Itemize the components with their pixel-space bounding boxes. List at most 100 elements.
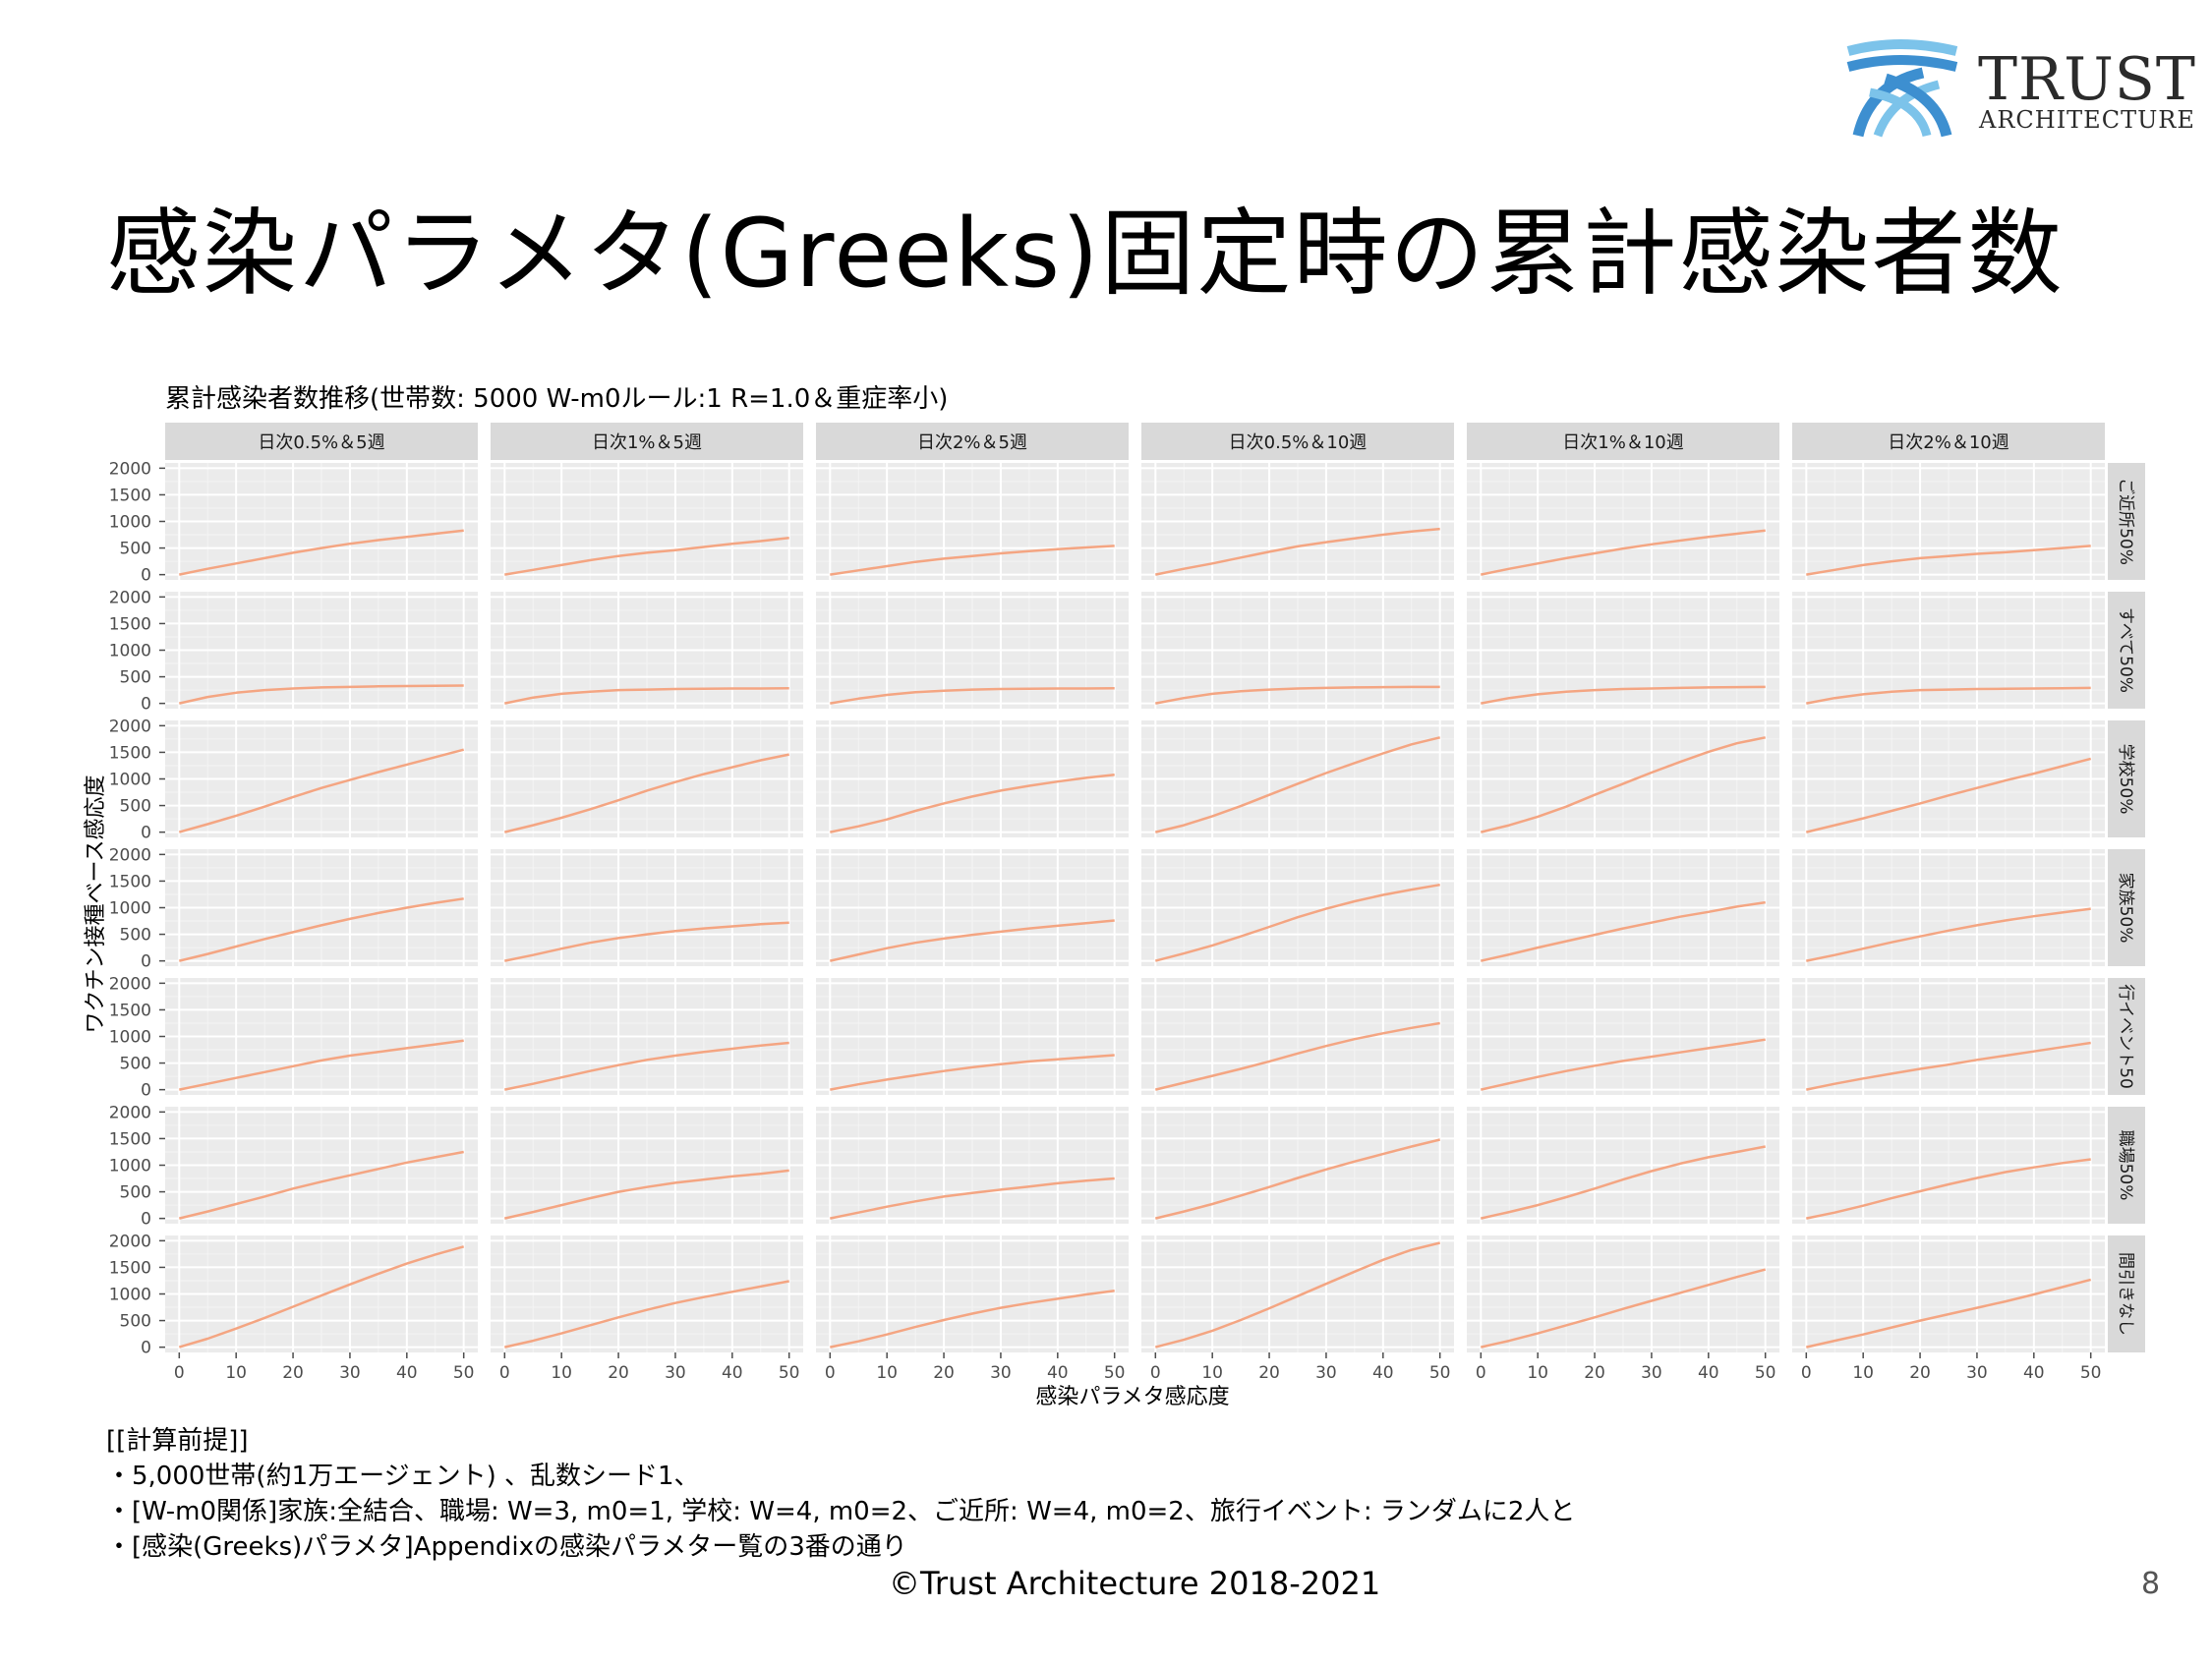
x-tick-label: 20 [608, 1363, 629, 1383]
x-tick-label: 30 [990, 1363, 1012, 1383]
col-facet-strip [491, 423, 803, 460]
facet-panel [816, 463, 1129, 580]
series-line [179, 1150, 464, 1220]
col-facet-label: 日次2%＆10週 [1888, 432, 2008, 453]
y-tick-label: 2000 [109, 1232, 151, 1251]
y-tick-label: 1000 [109, 899, 151, 919]
facet-panel [1792, 849, 2105, 966]
x-tick-label: 50 [1755, 1363, 1776, 1383]
facet-panel [1792, 720, 2105, 837]
facet-panel [491, 1235, 803, 1352]
y-tick-label: 500 [120, 1312, 151, 1332]
x-tick-label: 40 [1047, 1363, 1069, 1383]
y-tick-label: 1000 [109, 1286, 151, 1305]
logo-text-sub: ARCHITECTURE [1979, 106, 2195, 134]
col-facet-label: 日次1%＆10週 [1562, 432, 1683, 453]
x-tick-label: 20 [1909, 1363, 1931, 1383]
row-facet-label: 学校50% [2116, 744, 2135, 815]
y-tick-label: 2000 [109, 845, 151, 865]
series-line [830, 545, 1115, 576]
series-line [1155, 1021, 1440, 1091]
row-facet-strip [2108, 849, 2145, 966]
row-facet-strip [2108, 463, 2145, 580]
y-tick-label: 1500 [109, 1001, 151, 1020]
page-number: 8 [2141, 1567, 2161, 1601]
logo-arch-mark [1846, 39, 1958, 138]
series-line [830, 919, 1115, 962]
series-line [1155, 685, 1440, 705]
row-facet-label: 職場50% [2116, 1130, 2135, 1201]
series-line [1806, 1158, 2091, 1220]
facet-panel [165, 592, 478, 709]
col-facet-strip [1792, 423, 2105, 460]
y-tick-label: 0 [141, 824, 151, 843]
col-facet-strip [1467, 423, 1779, 460]
facet-panel [491, 849, 803, 966]
x-tick-label: 30 [1641, 1363, 1662, 1383]
facet-panel [1792, 1235, 2105, 1352]
facet-panel [1792, 592, 2105, 709]
y-tick-label: 500 [120, 797, 151, 817]
x-tick-label: 20 [1584, 1363, 1605, 1383]
facet-panel [1141, 978, 1454, 1095]
x-tick-label: 40 [1372, 1363, 1394, 1383]
series-line [1481, 1038, 1766, 1091]
y-tick-label: 0 [141, 952, 151, 972]
x-tick-label: 0 [1801, 1363, 1812, 1383]
series-line [504, 537, 789, 576]
x-axis-label: 感染パラメタ感応度 [1035, 1385, 1229, 1409]
y-tick-label: 1000 [109, 642, 151, 661]
row-facet-strip [2108, 1107, 2145, 1224]
facet-panel [1467, 463, 1779, 580]
facet-panel [1467, 1235, 1779, 1352]
row-facet-strip [2108, 720, 2145, 837]
series-line [504, 921, 789, 962]
y-tick-label: 2000 [109, 974, 151, 994]
y-tick-label: 1500 [109, 1258, 151, 1278]
series-line [830, 1054, 1115, 1091]
note-line: ・[W-m0関係]家族:全結合、職場: W=3, m0=1, 学校: W=4, … [106, 1497, 1576, 1526]
series-line [504, 1041, 789, 1091]
col-facet-strip [165, 423, 478, 460]
y-tick-label: 500 [120, 540, 151, 559]
facet-panel [816, 592, 1129, 709]
y-tick-label: 2000 [109, 1103, 151, 1122]
y-tick-label: 0 [141, 1210, 151, 1230]
y-tick-label: 0 [141, 566, 151, 586]
y-tick-label: 1500 [109, 614, 151, 634]
facet-panel [1792, 978, 2105, 1095]
series-line [504, 1169, 789, 1220]
series-line [830, 686, 1115, 705]
note-line: ・[感染(Greeks)パラメタ]Appendixの感染パラメター覧の3番の通り [106, 1532, 907, 1562]
facet-panel [1141, 720, 1454, 837]
facet-panel [165, 1107, 478, 1224]
y-tick-label: 500 [120, 668, 151, 688]
facet-panel [1467, 978, 1779, 1095]
y-tick-label: 1000 [109, 513, 151, 533]
x-tick-label: 0 [1150, 1363, 1161, 1383]
facet-panel [165, 463, 478, 580]
x-tick-label: 40 [396, 1363, 418, 1383]
col-facet-strip [816, 423, 1129, 460]
facet-panel [165, 849, 478, 966]
row-facet-label: 行イベント50 [2116, 984, 2135, 1089]
facet-panel [1792, 1107, 2105, 1224]
series-line [504, 686, 789, 705]
x-tick-label: 50 [1429, 1363, 1451, 1383]
facet-panel [1467, 1107, 1779, 1224]
series-line [1806, 686, 2091, 705]
y-tick-label: 1500 [109, 743, 151, 763]
facet-panel [165, 978, 478, 1095]
facet-panel [816, 1235, 1129, 1352]
series-line [179, 684, 464, 705]
row-facet-strip [2108, 1235, 2145, 1352]
series-line [1481, 1145, 1766, 1220]
series-line [1154, 883, 1440, 962]
series-line [1155, 527, 1440, 576]
facet-panel [491, 463, 803, 580]
facet-panel [816, 720, 1129, 837]
x-tick-label: 40 [722, 1363, 743, 1383]
note-line: [[計算前提]] [106, 1426, 249, 1456]
x-tick-label: 20 [282, 1363, 304, 1383]
x-tick-label: 10 [551, 1363, 572, 1383]
